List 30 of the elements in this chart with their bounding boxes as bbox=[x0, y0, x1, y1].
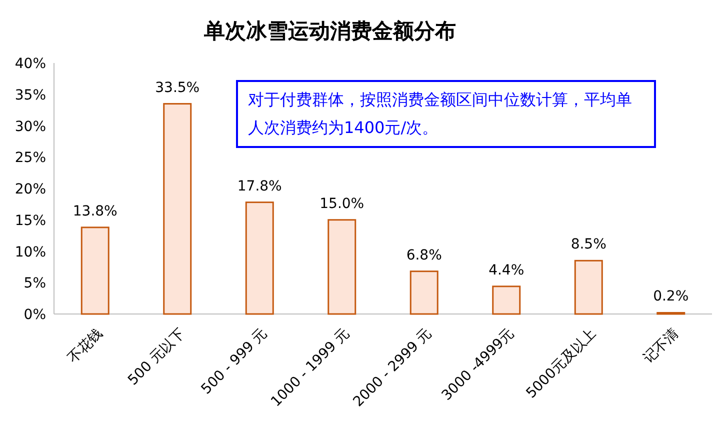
y-tick-label: 10% bbox=[14, 244, 46, 260]
data-label: 15.0% bbox=[320, 196, 364, 212]
bar bbox=[163, 103, 192, 315]
y-tick-label: 40% bbox=[14, 56, 46, 72]
y-tick-label: 15% bbox=[14, 212, 46, 229]
y-tick-label: 0% bbox=[24, 307, 46, 323]
y-tick-label: 35% bbox=[14, 87, 46, 104]
y-tick-label: 30% bbox=[14, 118, 46, 135]
data-label: 8.5% bbox=[570, 236, 606, 253]
bar bbox=[574, 260, 603, 315]
data-label: 33.5% bbox=[155, 80, 200, 96]
data-label: 13.8% bbox=[72, 203, 118, 220]
data-label: 4.4% bbox=[488, 262, 524, 278]
y-tick-label: 5% bbox=[24, 276, 46, 292]
data-label: 6.8% bbox=[406, 247, 442, 264]
bar bbox=[328, 219, 356, 315]
x-tick-label: 500 - 999 元 bbox=[198, 326, 270, 398]
data-label: 0.2% bbox=[653, 288, 689, 305]
y-tick-label: 20% bbox=[14, 182, 46, 198]
x-tick-label: 记不清 bbox=[640, 326, 682, 367]
x-tick-label: 不花钱 bbox=[64, 326, 106, 367]
data-label: 17.8% bbox=[237, 178, 282, 194]
y-tick-label: 25% bbox=[14, 150, 46, 166]
annotation: 对于付费群体，按照消费金额区间中位数计算，平均单人次消费约为1400元/次。 bbox=[236, 80, 656, 148]
bar bbox=[410, 270, 438, 315]
chart-title: 单次冰雪运动消费金额分布 bbox=[203, 19, 456, 43]
bar bbox=[245, 202, 274, 315]
x-tick-label: 500 元以下 bbox=[125, 326, 188, 389]
bar bbox=[80, 226, 110, 315]
bar bbox=[492, 286, 521, 315]
